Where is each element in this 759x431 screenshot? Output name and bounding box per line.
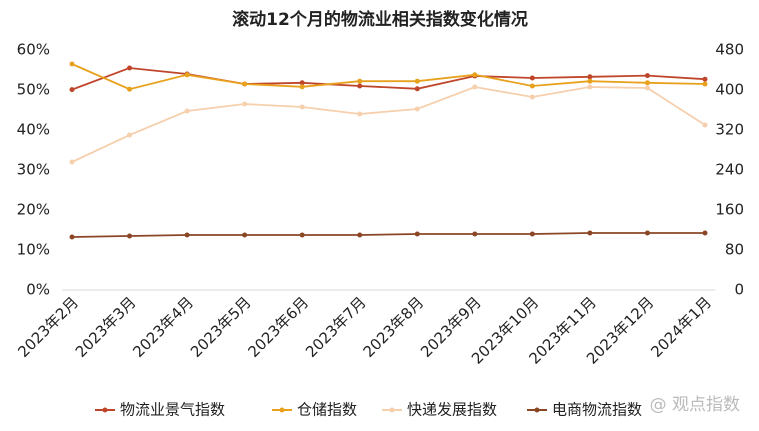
data-point — [414, 78, 420, 84]
y-tick-label: 10% — [17, 241, 50, 259]
x-tick-label: 2023年7月 — [302, 293, 370, 361]
y2-tick-label: 400 — [715, 81, 744, 99]
data-point — [644, 73, 650, 79]
data-point — [299, 84, 305, 90]
y2-tick-label: 160 — [715, 201, 744, 219]
y-tick-label: 0% — [26, 281, 50, 299]
data-point — [702, 122, 708, 128]
data-point — [184, 232, 190, 238]
data-point — [702, 76, 708, 82]
data-point — [357, 232, 363, 238]
watermark: @ 观点指数 — [650, 395, 740, 415]
legend-marker — [534, 407, 540, 413]
data-point — [299, 232, 305, 238]
data-point — [127, 132, 133, 138]
y2-tick-label: 240 — [715, 161, 744, 179]
data-point — [529, 75, 535, 81]
data-point — [414, 86, 420, 92]
data-point — [69, 234, 75, 240]
legend-label: 仓储指数 — [297, 401, 357, 419]
data-point — [127, 86, 133, 92]
data-point — [299, 80, 305, 86]
data-point — [414, 231, 420, 237]
data-point — [69, 87, 75, 93]
data-point — [472, 72, 478, 78]
x-tick-label: 2023年3月 — [72, 293, 140, 361]
series-line — [71, 232, 705, 238]
y-tick-label: 20% — [17, 201, 50, 219]
data-point — [242, 101, 248, 107]
data-point — [587, 84, 593, 90]
series-line — [71, 63, 706, 91]
data-point — [472, 84, 478, 90]
data-point — [357, 83, 363, 89]
y2-tick-label: 320 — [715, 121, 744, 139]
y-tick-label: 30% — [17, 161, 50, 179]
data-point — [644, 80, 650, 86]
data-point — [69, 159, 75, 165]
data-point — [587, 230, 593, 236]
data-point — [242, 81, 248, 87]
data-point — [242, 232, 248, 238]
data-point — [184, 108, 190, 114]
legend-label: 快递发展指数 — [407, 401, 497, 419]
x-tick-label: 2023年5月 — [187, 293, 255, 361]
legend-marker — [102, 407, 108, 413]
data-point — [702, 81, 708, 87]
x-tick-label: 2024年1月 — [647, 293, 715, 361]
data-point — [299, 104, 305, 110]
data-point — [529, 83, 535, 89]
legend-marker — [279, 407, 285, 413]
data-point — [127, 65, 133, 71]
data-point — [127, 233, 133, 239]
chart-title: 滚动12个月的物流业相关指数变化情况 — [232, 9, 528, 30]
y2-tick-label: 80 — [725, 241, 744, 259]
y-tick-label: 40% — [17, 121, 50, 139]
data-point — [69, 61, 75, 67]
data-point — [587, 74, 593, 80]
data-point — [644, 230, 650, 236]
data-point — [529, 231, 535, 237]
data-point — [644, 85, 650, 91]
data-point — [357, 111, 363, 117]
x-tick-label: 2023年2月 — [14, 293, 82, 361]
y-tick-label: 60% — [17, 41, 50, 59]
data-point — [702, 230, 708, 236]
data-point — [414, 106, 420, 112]
data-point — [357, 78, 363, 84]
x-tick-label: 2023年4月 — [129, 293, 197, 361]
legend-label: 电商物流指数 — [552, 401, 642, 419]
x-tick-label: 2023年8月 — [360, 293, 428, 361]
series-line — [71, 67, 706, 91]
legend-label: 物流业景气指数 — [120, 401, 225, 419]
legend-marker — [389, 407, 395, 413]
data-point — [587, 78, 593, 84]
x-tick-label: 2023年6月 — [245, 293, 313, 361]
data-point — [529, 94, 535, 100]
data-point — [184, 72, 190, 78]
y-tick-label: 50% — [17, 81, 50, 99]
y2-tick-label: 0 — [734, 281, 744, 299]
data-point — [472, 231, 478, 237]
series-line — [71, 86, 706, 163]
y2-tick-label: 480 — [715, 41, 744, 59]
